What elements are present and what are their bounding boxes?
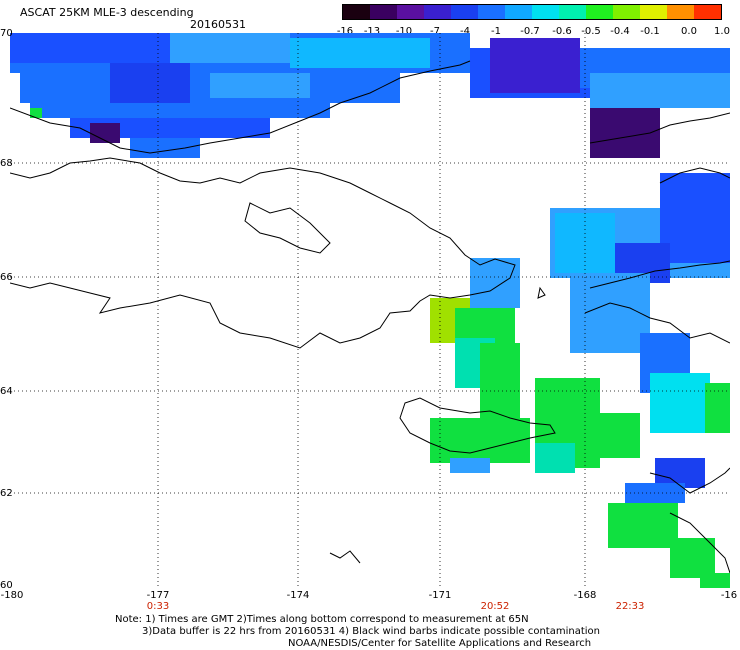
swath-block xyxy=(670,538,715,578)
note-line-2: 3)Data buffer is 22 hrs from 20160531 4)… xyxy=(142,626,600,637)
colorbar-swatch xyxy=(559,5,586,19)
latitude-label: 68 xyxy=(0,158,13,169)
swath-block xyxy=(480,343,520,423)
map-panel xyxy=(10,33,730,588)
colorbar-swatch xyxy=(613,5,640,19)
colorbar-labels: -16 -13 -10 -7 -4 -1 -0.7 -0.6 -0.5 -0.4 -0.1 0.0 1.… xyxy=(320,26,740,38)
note-line-1: Note: 1) Times are GMT 2)Times along bot… xyxy=(115,614,529,625)
swath-block xyxy=(590,73,730,108)
colorbar-swatch xyxy=(451,5,478,19)
longitude-label: -16 xyxy=(720,590,738,601)
colorbar-swatch xyxy=(640,5,667,19)
colorbar-label: -0.4 xyxy=(610,26,630,37)
colorbar-swatch xyxy=(586,5,613,19)
latitude-label: 66 xyxy=(0,272,13,283)
swath-block xyxy=(608,503,678,548)
colorbar-swatch xyxy=(532,5,559,19)
swath-block xyxy=(650,373,710,433)
colorbar-swatch xyxy=(343,5,370,19)
longitude-label: -180 xyxy=(0,590,24,601)
swath-block xyxy=(660,173,730,263)
map-title: ASCAT 25KM MLE-3 descending xyxy=(20,6,194,19)
colorbar-swatch xyxy=(505,5,532,19)
colorbar xyxy=(342,4,722,20)
colorbar-swatch xyxy=(424,5,451,19)
swath-block xyxy=(535,443,575,473)
time-label: 22:33 xyxy=(615,601,645,612)
note-line-3: NOAA/NESDIS/Center for Satellite Applica… xyxy=(288,638,592,649)
swath-block xyxy=(290,38,430,68)
data-swaths xyxy=(10,33,730,588)
colorbar-swatch xyxy=(667,5,694,19)
coastline xyxy=(10,60,730,574)
colorbar-label: -16 xyxy=(336,26,354,37)
time-label: 0:33 xyxy=(146,601,170,612)
swath-block xyxy=(170,33,290,63)
swath-block xyxy=(30,108,42,118)
swath-block xyxy=(570,273,650,353)
colorbar-swatch xyxy=(397,5,424,19)
colorbar-swatch xyxy=(694,5,721,19)
swath-block xyxy=(430,418,530,463)
swath-block xyxy=(600,413,640,458)
colorbar-label: 1.0 xyxy=(714,26,730,37)
swath-block xyxy=(450,458,490,473)
colorbar-label: -7 xyxy=(430,26,440,37)
colorbar-label: -13 xyxy=(363,26,381,37)
swath-block xyxy=(110,63,190,103)
colorbar-label: -4 xyxy=(460,26,470,37)
colorbar-label: -1 xyxy=(491,26,501,37)
latitude-label: 60 xyxy=(0,580,13,591)
swath-block xyxy=(210,73,310,98)
swath-block xyxy=(90,123,120,143)
colorbar-label: -0.5 xyxy=(581,26,601,37)
latitude-label: 62 xyxy=(0,488,13,499)
swath-block xyxy=(470,258,520,308)
colorbar-swatch xyxy=(478,5,505,19)
map-canvas xyxy=(10,33,730,588)
swath-block xyxy=(130,138,200,158)
swath-block xyxy=(705,383,730,433)
map-date: 20160531 xyxy=(190,18,246,31)
swath-block xyxy=(30,103,330,118)
colorbar-label: -10 xyxy=(395,26,413,37)
colorbar-label: -0.6 xyxy=(552,26,572,37)
swath-block xyxy=(555,213,615,273)
graticule xyxy=(10,33,730,588)
colorbar-label: -0.7 xyxy=(520,26,540,37)
colorbar-swatch xyxy=(370,5,397,19)
swath-block xyxy=(700,573,730,588)
time-label: 20:52 xyxy=(480,601,510,612)
swath-block xyxy=(10,33,170,63)
longitude-label: -171 xyxy=(428,590,452,601)
latitude-label: 64 xyxy=(0,386,13,397)
longitude-label: -174 xyxy=(286,590,310,601)
longitude-label: -177 xyxy=(146,590,170,601)
longitude-label: -168 xyxy=(573,590,597,601)
latitude-label: 70 xyxy=(0,28,13,39)
colorbar-label: 0.0 xyxy=(681,26,697,37)
swath-block xyxy=(490,38,580,93)
colorbar-label: -0.1 xyxy=(640,26,660,37)
